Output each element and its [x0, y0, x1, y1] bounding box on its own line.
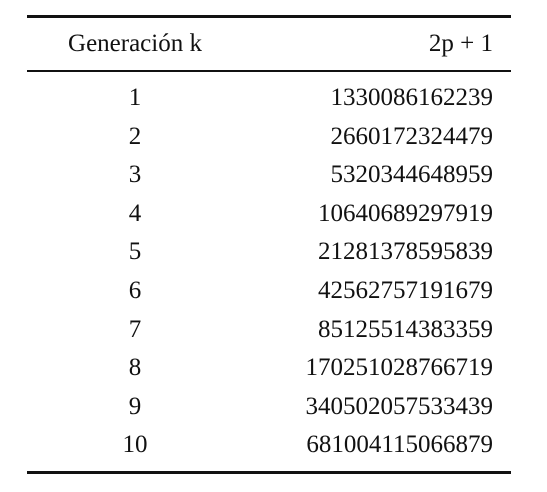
generation-cell: 9 — [128, 392, 142, 420]
top-rule — [27, 15, 511, 18]
generation-cell: 3 — [128, 161, 142, 189]
value-cell: 681004115066879 — [306, 431, 493, 459]
bottom-rule — [27, 471, 511, 474]
value-cell: 1330086162239 — [330, 84, 494, 111]
mid-rule — [27, 70, 511, 72]
value-cell: 340502057533439 — [305, 392, 494, 420]
generation-cell: 1 — [128, 84, 142, 111]
generation-cell: 5 — [128, 238, 142, 266]
value-cell: 5320344648959 — [330, 161, 494, 189]
value-cell: 170251028766719 — [305, 354, 494, 382]
generation-cell: 6 — [128, 277, 142, 304]
value-cell: 42562757191679 — [318, 277, 493, 304]
generation-cell: 7 — [128, 315, 142, 343]
generation-cell: 2 — [128, 122, 142, 150]
value-cell: 21281378595839 — [318, 238, 493, 266]
value-cell: 85125514383359 — [318, 315, 493, 343]
value-cell: 2660172324479 — [330, 122, 494, 150]
value-cell: 10640689297919 — [318, 199, 493, 227]
generation-cell: 10 — [122, 431, 148, 459]
generation-cell: 4 — [128, 199, 142, 227]
generation-cell: 8 — [128, 354, 142, 382]
header-cell: Generación k — [68, 30, 202, 57]
header-cell: 2p + 1 — [428, 30, 493, 57]
